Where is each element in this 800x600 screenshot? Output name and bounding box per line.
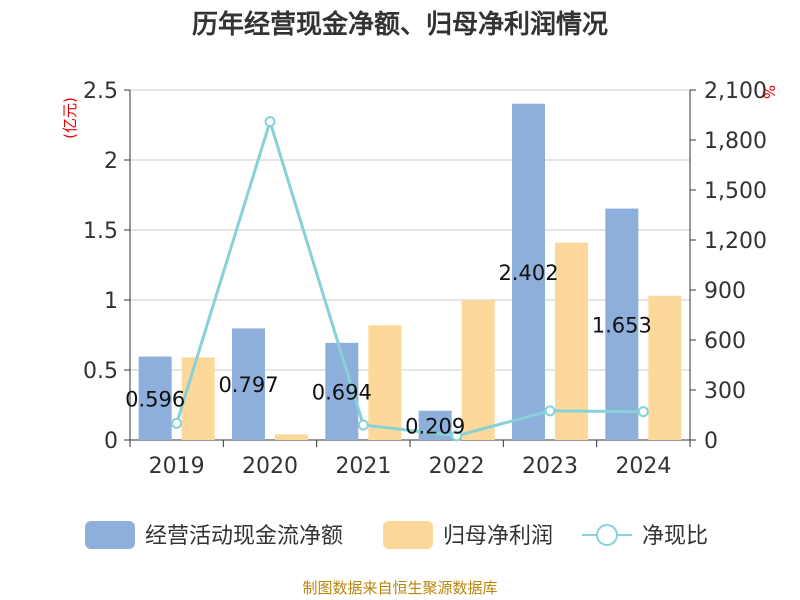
line-point bbox=[637, 406, 649, 418]
legend-label: 经营活动现金流净额 bbox=[145, 524, 343, 549]
right-tick-label: 2,100 bbox=[704, 79, 767, 104]
right-tick-label: 1,800 bbox=[704, 129, 767, 154]
x-axis: 2019 2020 2021 2022 2023 2024 bbox=[129, 439, 691, 479]
source-note: 制图数据来自恒生聚源数据库 bbox=[302, 579, 497, 597]
left-tick-label: 2 bbox=[104, 149, 118, 174]
left-tick-label: 1 bbox=[104, 289, 118, 314]
bar bbox=[138, 356, 172, 440]
x-tick-label: 2021 bbox=[335, 454, 391, 479]
line-series bbox=[171, 116, 649, 442]
right-tick-label: 1,200 bbox=[704, 229, 767, 254]
left-tick-label: 0 bbox=[104, 429, 118, 454]
bar bbox=[368, 325, 402, 440]
line-point bbox=[544, 405, 556, 417]
x-tick-label: 2020 bbox=[242, 454, 298, 479]
legend-marker bbox=[596, 524, 618, 546]
bar bbox=[512, 103, 545, 440]
bar bbox=[555, 242, 588, 440]
bar bbox=[461, 300, 495, 440]
data-label: 0.797 bbox=[218, 373, 278, 397]
legend-label: 归母净利润 bbox=[443, 524, 553, 549]
bar bbox=[232, 328, 265, 440]
bar bbox=[275, 434, 308, 440]
legend-swatch bbox=[85, 521, 135, 549]
data-labels: 0.596 0.797 0.694 0.209 2.402 1.653 bbox=[125, 261, 652, 439]
line-point bbox=[171, 417, 183, 429]
left-tick-label: 2.5 bbox=[83, 79, 118, 104]
bar bbox=[648, 295, 682, 440]
left-axis: 0 0.5 1 1.5 2 2.5 bbox=[83, 79, 131, 454]
right-tick-label: 0 bbox=[704, 429, 718, 454]
legend-label: 净现比 bbox=[642, 524, 708, 549]
x-tick-label: 2023 bbox=[522, 454, 578, 479]
line-point bbox=[357, 419, 369, 431]
data-label: 2.402 bbox=[498, 261, 558, 285]
right-axis: 0 300 600 900 1,200 1,500 1,800 2,100 bbox=[689, 79, 767, 454]
data-label: 0.596 bbox=[125, 387, 185, 411]
x-tick-label: 2019 bbox=[149, 454, 205, 479]
bar bbox=[605, 208, 639, 440]
data-label: 0.209 bbox=[405, 414, 465, 438]
x-tick-label: 2022 bbox=[429, 454, 485, 479]
left-tick-label: 0.5 bbox=[83, 359, 118, 384]
line-point bbox=[451, 430, 463, 442]
gridlines bbox=[130, 89, 690, 371]
right-tick-label: 1,500 bbox=[704, 179, 767, 204]
line-path bbox=[175, 116, 644, 438]
legend-swatch bbox=[383, 521, 433, 549]
data-label: 1.653 bbox=[592, 313, 652, 337]
chart-title: 历年经营现金净额、归母净利润情况 bbox=[192, 9, 608, 40]
left-axis-unit: (亿元) bbox=[61, 97, 79, 139]
right-axis-unit: % bbox=[760, 85, 778, 99]
data-label: 0.694 bbox=[312, 380, 372, 404]
x-tick-label: 2024 bbox=[615, 454, 671, 479]
right-tick-label: 300 bbox=[704, 379, 746, 404]
left-tick-label: 1.5 bbox=[83, 219, 118, 244]
right-tick-label: 600 bbox=[704, 329, 746, 354]
line-point bbox=[264, 116, 276, 128]
bar bbox=[181, 357, 215, 440]
bars bbox=[138, 103, 682, 440]
right-tick-label: 900 bbox=[704, 279, 746, 304]
legend: 经营活动现金流净额 归母净利润 净现比 bbox=[85, 521, 708, 549]
